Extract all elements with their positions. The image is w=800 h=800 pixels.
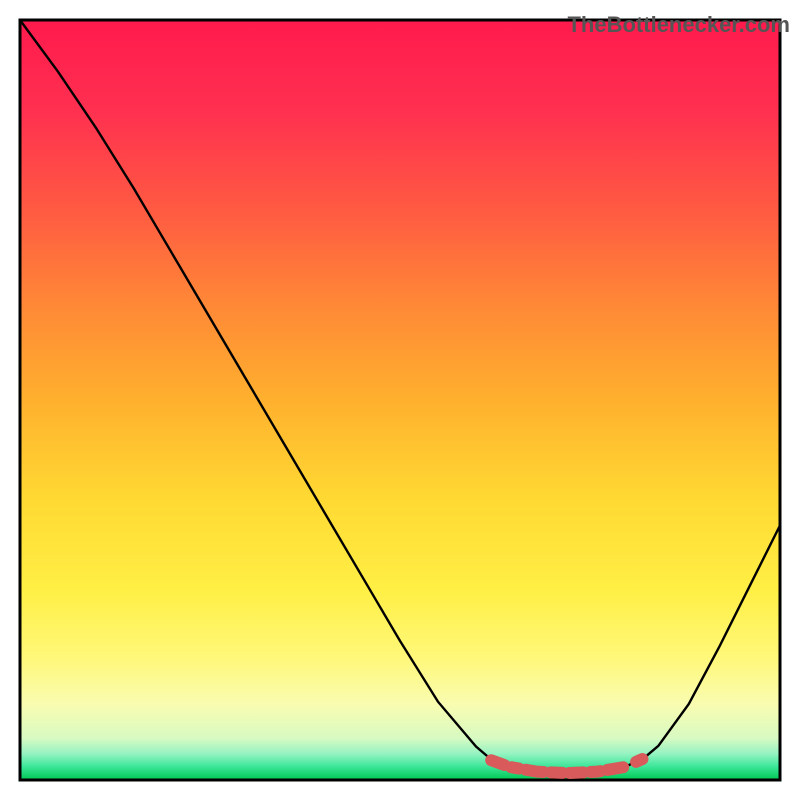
- chart-container: TheBottlenecker.com: [0, 0, 800, 800]
- watermark-text: TheBottlenecker.com: [567, 12, 790, 37]
- plot-area-gradient: [20, 20, 780, 780]
- chart-svg: TheBottlenecker.com: [0, 0, 800, 800]
